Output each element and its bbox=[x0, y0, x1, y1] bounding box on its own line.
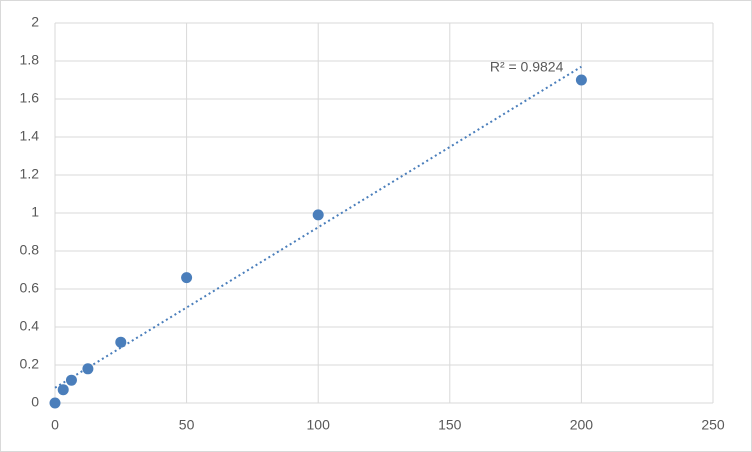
y-tick-label: 0.4 bbox=[20, 318, 40, 334]
x-tick-label: 100 bbox=[307, 417, 331, 433]
y-tick-label: 1.8 bbox=[20, 52, 40, 68]
point bbox=[82, 363, 94, 375]
y-tick-label: 1.4 bbox=[20, 128, 40, 144]
y-tick-label: 0.6 bbox=[20, 280, 40, 296]
point bbox=[115, 336, 127, 348]
x-tick-label: 150 bbox=[438, 417, 462, 433]
point bbox=[57, 384, 69, 396]
x-tick-label: 0 bbox=[51, 417, 59, 433]
point bbox=[65, 374, 77, 386]
y-tick-label: 0 bbox=[31, 394, 39, 410]
point bbox=[49, 397, 61, 409]
y-tick-label: 0.8 bbox=[20, 242, 40, 258]
y-tick-label: 1.2 bbox=[20, 166, 40, 182]
x-tick-label: 50 bbox=[179, 417, 195, 433]
point bbox=[312, 209, 324, 221]
trendline-label: R² = 0.9824 bbox=[490, 58, 564, 74]
y-tick-label: 0.2 bbox=[20, 356, 40, 372]
x-tick-label: 200 bbox=[570, 417, 594, 433]
y-tick-label: 2 bbox=[31, 14, 39, 30]
point bbox=[181, 272, 193, 284]
point bbox=[575, 74, 587, 86]
x-tick-label: 250 bbox=[701, 417, 725, 433]
y-tick-label: 1.6 bbox=[20, 90, 40, 106]
y-tick-label: 1 bbox=[31, 204, 39, 220]
